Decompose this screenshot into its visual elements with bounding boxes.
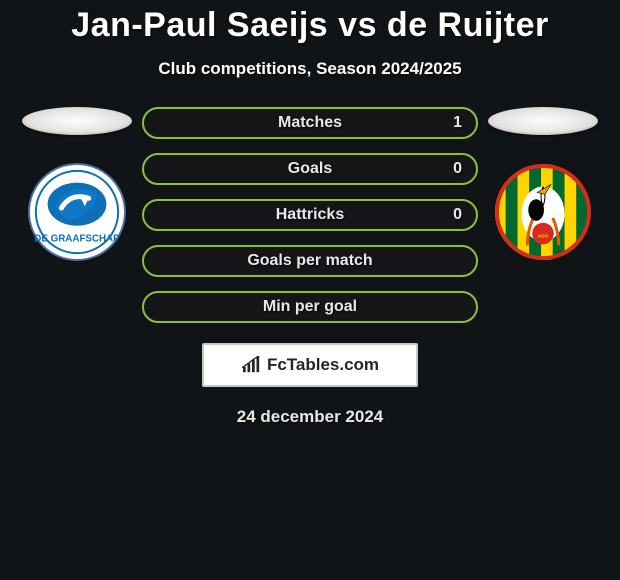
stat-label: Min per goal bbox=[263, 298, 357, 316]
right-player-column: ADO bbox=[483, 107, 603, 261]
stat-row-goals-per-match: Goals per match bbox=[142, 245, 478, 277]
right-player-nameplate bbox=[488, 107, 598, 135]
stat-label: Goals bbox=[288, 160, 332, 178]
stat-right-value: 0 bbox=[453, 206, 462, 224]
page-container: Jan-Paul Saeijs vs de Ruijter Club compe… bbox=[0, 0, 620, 580]
brand-attribution[interactable]: FcTables.com bbox=[202, 343, 418, 387]
page-title: Jan-Paul Saeijs vs de Ruijter bbox=[71, 6, 548, 45]
stat-row-min-per-goal: Min per goal bbox=[142, 291, 478, 323]
generation-date: 24 december 2024 bbox=[237, 407, 384, 427]
stat-right-value: 1 bbox=[453, 114, 462, 132]
left-team-crest: DE GRAAFSCHAP bbox=[28, 163, 126, 261]
bar-chart-icon bbox=[241, 356, 263, 374]
ado-den-haag-crest-icon: ADO bbox=[494, 163, 592, 261]
right-team-crest: ADO bbox=[494, 163, 592, 261]
left-player-column: DE GRAAFSCHAP bbox=[17, 107, 137, 261]
stat-label: Goals per match bbox=[247, 252, 372, 270]
brand-label: FcTables.com bbox=[267, 355, 379, 375]
stat-label: Hattricks bbox=[276, 206, 344, 224]
comparison-row: DE GRAAFSCHAP Matches 1 Goals 0 Hattrick… bbox=[0, 107, 620, 323]
svg-text:ADO: ADO bbox=[538, 233, 549, 239]
svg-text:DE GRAAFSCHAP: DE GRAAFSCHAP bbox=[34, 233, 120, 244]
stat-row-hattricks: Hattricks 0 bbox=[142, 199, 478, 231]
stat-row-goals: Goals 0 bbox=[142, 153, 478, 185]
de-graafschap-crest-icon: DE GRAAFSCHAP bbox=[28, 163, 126, 261]
stat-row-matches: Matches 1 bbox=[142, 107, 478, 139]
stats-column: Matches 1 Goals 0 Hattricks 0 Goals per … bbox=[137, 107, 483, 323]
page-subtitle: Club competitions, Season 2024/2025 bbox=[158, 59, 461, 79]
stat-label: Matches bbox=[278, 114, 342, 132]
left-player-nameplate bbox=[22, 107, 132, 135]
stat-right-value: 0 bbox=[453, 160, 462, 178]
